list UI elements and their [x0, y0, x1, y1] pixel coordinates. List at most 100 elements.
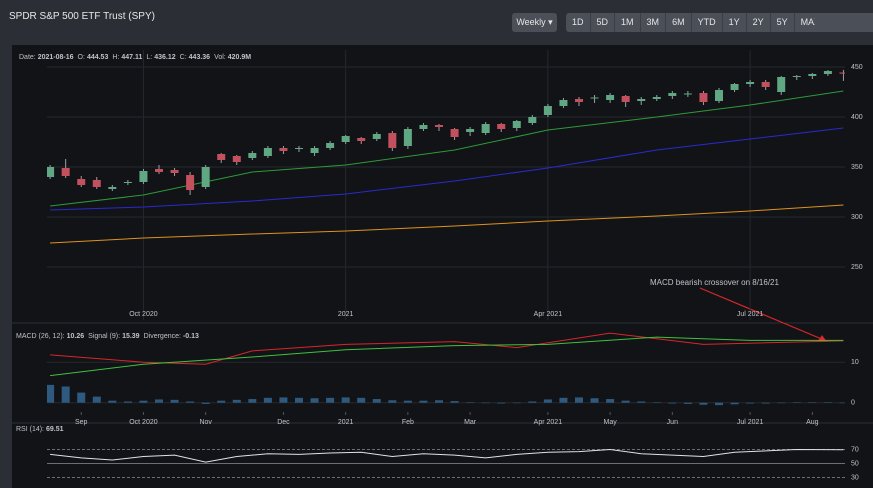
legend-value: -0.13 [183, 333, 199, 340]
candle-body [232, 156, 241, 162]
x-tick-label: May [603, 419, 617, 426]
x-tick-label: Aug [806, 419, 819, 426]
info-value: 2021-08-16 [38, 54, 74, 61]
candle-body [310, 148, 319, 153]
histogram-bar [637, 401, 646, 403]
range-button[interactable]: 5D [591, 13, 616, 32]
histogram-bar [217, 400, 226, 403]
candle-body [497, 124, 506, 129]
x-tick-label: Jul 2021 [737, 419, 764, 426]
histogram-bar [792, 402, 801, 403]
candle-body [341, 136, 350, 142]
x-tick-label: Apr 2021 [534, 419, 563, 426]
candle-body [621, 96, 630, 102]
histogram-bar [61, 386, 70, 403]
histogram-bar [77, 392, 86, 403]
info-label: H: [112, 54, 119, 61]
candle-body [761, 82, 770, 87]
y-tick-label: 400 [851, 114, 863, 121]
y-tick-label: 450 [851, 64, 863, 71]
x-tick-label: Dec [277, 419, 290, 426]
x-tick-label: Mar [464, 419, 477, 426]
candle-body [466, 129, 475, 132]
indicator-line [50, 332, 844, 365]
histogram-bar [839, 402, 845, 404]
candle-body [217, 154, 226, 160]
histogram-bar [357, 397, 366, 403]
candle-body [683, 93, 692, 95]
candle-body [481, 124, 490, 133]
range-button[interactable]: 1Y [723, 13, 747, 32]
moving-average-line [50, 127, 844, 211]
histogram-bar [777, 402, 786, 404]
range-buttons: 1D 5D 1M 3M 6M YTD 1Y 2Y 5Y MAX [566, 13, 828, 32]
histogram-bar [248, 399, 257, 403]
candle-body [839, 72, 845, 74]
moving-average-line [50, 204, 844, 244]
plot-area [50, 448, 844, 463]
legend-label: Divergence: [144, 333, 181, 340]
histogram-bar [47, 384, 55, 403]
histogram-bar [512, 402, 521, 404]
candle-body [372, 134, 381, 139]
info-value: 420.9M [228, 54, 252, 61]
candle-body [715, 90, 723, 101]
histogram-bar [450, 401, 459, 403]
x-tick-label: Jul 2021 [737, 311, 764, 318]
histogram-bar [683, 402, 692, 404]
histogram-bar [466, 402, 475, 403]
candle-body [139, 171, 148, 182]
info-label: Vol: [214, 54, 226, 61]
histogram-bar [699, 402, 708, 405]
histogram-bar [92, 396, 101, 403]
range-button[interactable]: 3M [641, 13, 667, 32]
tool-buttons[interactable] [815, 13, 873, 32]
histogram-bar [590, 398, 599, 403]
histogram-bar [372, 399, 381, 403]
histogram-bar [279, 397, 288, 403]
plot-area [47, 69, 845, 244]
range-button[interactable]: 1M [615, 13, 641, 32]
candle-body [263, 148, 272, 156]
candle-body [606, 95, 615, 100]
candle-body [435, 125, 443, 127]
range-button[interactable]: 5Y [771, 13, 795, 32]
histogram-bar [232, 399, 241, 403]
info-label: Date: [19, 54, 36, 61]
y-tick-label: 300 [851, 214, 863, 221]
info-value: 443.36 [189, 54, 211, 61]
candle-body [419, 125, 428, 129]
histogram-bar [715, 402, 723, 406]
range-button[interactable]: 6M [666, 13, 692, 32]
histogram-bar [481, 402, 490, 404]
plot-area [47, 332, 845, 406]
candle-body [326, 143, 335, 148]
info-label: O: [78, 54, 85, 61]
candle-body [543, 106, 552, 115]
histogram-bar [497, 402, 506, 404]
x-tick-label: Jun [667, 419, 678, 426]
interval-dropdown[interactable]: Weekly ▾ [512, 13, 557, 32]
histogram-bar [388, 400, 397, 403]
y-tick-label: 350 [851, 164, 863, 171]
candle-body [186, 175, 195, 190]
histogram-bar [528, 401, 537, 403]
histogram-bar [419, 400, 428, 403]
candle-body [201, 167, 210, 187]
range-button[interactable]: 1D [566, 13, 591, 32]
candle-body [730, 84, 739, 90]
info-label: L: [146, 54, 152, 61]
y-tick-label: 30 [851, 474, 859, 481]
x-tick-label: Oct 2020 [129, 311, 158, 318]
histogram-bar [652, 402, 661, 403]
range-button[interactable]: 2Y [747, 13, 771, 32]
candle-body [77, 179, 86, 185]
histogram-bar [295, 397, 303, 403]
candle-body [170, 170, 179, 173]
legend-label: RSI (14): [16, 426, 44, 433]
range-button[interactable]: YTD [692, 13, 723, 32]
candle-body [746, 82, 755, 84]
y-tick-label: 50 [851, 460, 859, 467]
candle-body [575, 99, 583, 102]
